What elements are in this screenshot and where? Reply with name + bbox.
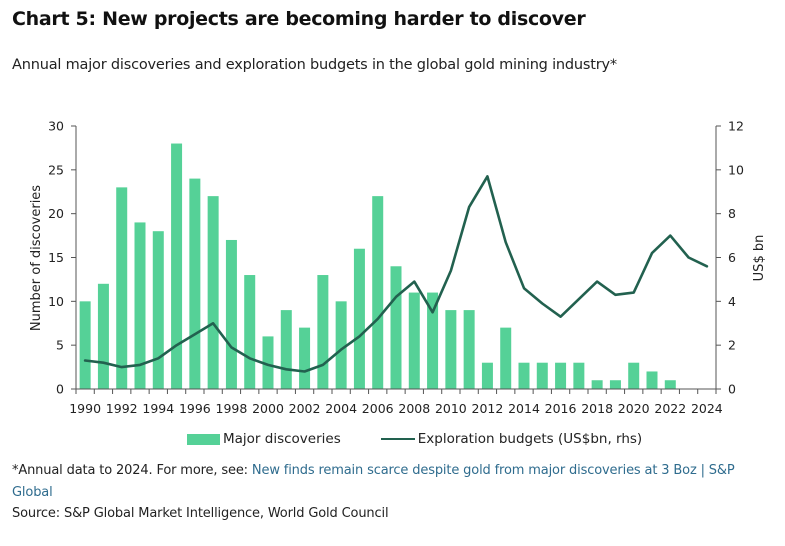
bar-1996	[189, 178, 201, 389]
legend-item-budgets: Exploration budgets (US$bn, rhs)	[341, 431, 642, 447]
x-tick-label-1994: 1994	[142, 401, 174, 416]
bar-1990	[79, 301, 91, 389]
y-tick-label-0: 0	[56, 382, 64, 397]
y2-tick-label-6: 6	[728, 250, 736, 265]
y2-tick-label-10: 10	[728, 162, 744, 177]
footnote-text: *Annual data to 2024. For more, see:	[12, 463, 252, 478]
bar-2015	[536, 362, 548, 389]
x-tick-label-2008: 2008	[398, 401, 430, 416]
chart-canvas: 0 5 10 15 20 25 30 0 2 4 6 8 10 12 1990 1992 1994 1996 199…	[29, 119, 767, 417]
y-tick-label-25: 25	[48, 162, 64, 177]
bar-2008	[408, 292, 420, 389]
bar-2018	[591, 380, 603, 389]
y2-tick-label-12: 12	[728, 119, 744, 134]
bar-2010	[445, 310, 457, 389]
bar-2002	[299, 327, 311, 389]
x-tick-label-1996: 1996	[179, 401, 211, 416]
bar-1994	[152, 231, 164, 389]
bar-1993	[134, 222, 146, 389]
bar-2019	[609, 380, 621, 389]
bar-1995	[171, 143, 183, 389]
x-tick-label-2014: 2014	[508, 401, 540, 416]
legend-label-budgets: Exploration budgets (US$bn, rhs)	[417, 431, 643, 447]
axes-group: 0 5 10 15 20 25 30 0 2 4 6 8 10 12 1990 1992 1994 1996 199…	[48, 119, 744, 417]
bar-2021	[646, 371, 658, 389]
y-tick-label-10: 10	[48, 294, 64, 309]
bar-2009	[427, 292, 439, 389]
bar-2011	[463, 310, 475, 389]
bar-2004	[335, 301, 347, 389]
x-tick-label-2016: 2016	[545, 401, 577, 416]
bar-2007	[390, 266, 402, 389]
footnote: *Annual data to 2024. For more, see: New…	[12, 460, 772, 504]
source-note: Source: S&P Global Market Intelligence, …	[12, 506, 389, 521]
x-tick-label-2022: 2022	[654, 401, 686, 416]
x-tick-label-2002: 2002	[289, 401, 321, 416]
legend-label-discoveries: Major discoveries	[223, 431, 341, 447]
bar-2000	[262, 336, 274, 389]
bar-2014	[518, 362, 530, 389]
bar-1992	[116, 187, 128, 389]
y-tick-label-15: 15	[48, 250, 64, 265]
bar-2005	[353, 248, 365, 389]
x-tick-label-1990: 1990	[69, 401, 101, 416]
line-group	[83, 175, 709, 373]
bar-1998	[225, 239, 237, 389]
bar-2003	[317, 275, 329, 389]
bar-1999	[244, 275, 256, 389]
y2-tick-label-2: 2	[728, 338, 736, 353]
y-tick-label-5: 5	[56, 338, 64, 353]
bar-2013	[500, 327, 512, 389]
y-axis-title: Number of discoveries	[29, 185, 44, 331]
x-tick-label-1998: 1998	[216, 401, 248, 416]
x-tick-label-1992: 1992	[106, 401, 138, 416]
x-tick-label-2004: 2004	[325, 401, 357, 416]
bar-2017	[573, 362, 585, 389]
legend-item-discoveries: Major discoveries	[187, 431, 341, 447]
bar-1997	[207, 196, 219, 389]
footnote-link[interactable]: New finds remain scarce despite gold fro…	[12, 463, 735, 500]
bar-1991	[97, 283, 109, 389]
chart-subtitle: Annual major discoveries and exploration…	[12, 57, 617, 73]
legend-line-swatch	[380, 437, 415, 441]
x-tick-label-2000: 2000	[252, 401, 284, 416]
legend: Major discoveries Exploration budgets (U…	[187, 431, 642, 447]
x-tick-label-2010: 2010	[435, 401, 467, 416]
x-tick-label-2006: 2006	[362, 401, 394, 416]
bar-2020	[628, 362, 640, 389]
legend-bar-swatch	[187, 433, 220, 445]
exploration-budget-line	[83, 175, 709, 373]
x-tick-label-2024: 2024	[691, 401, 723, 416]
y2-axis-title: US$ bn	[752, 235, 767, 282]
bar-2006	[372, 196, 384, 389]
x-tick-label-2020: 2020	[618, 401, 650, 416]
x-tick-label-2018: 2018	[581, 401, 613, 416]
y-tick-label-20: 20	[48, 206, 64, 221]
y2-tick-label-8: 8	[728, 206, 736, 221]
y-tick-label-30: 30	[48, 119, 64, 134]
y2-tick-label-0: 0	[728, 382, 736, 397]
x-tick-label-2012: 2012	[472, 401, 504, 416]
bar-2012	[481, 362, 493, 389]
bar-2016	[555, 362, 567, 389]
y2-tick-label-4: 4	[728, 294, 736, 309]
bar-2001	[280, 310, 292, 389]
chart-title: Chart 5: New projects are becoming harde…	[12, 8, 586, 30]
bar-2022	[664, 380, 676, 389]
bars-group	[79, 143, 676, 389]
